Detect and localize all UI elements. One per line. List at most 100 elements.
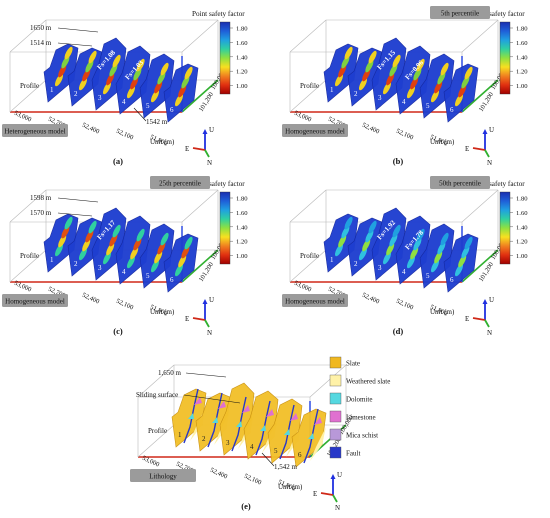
triad-e-axis	[192, 147, 206, 151]
panel-b: 53,000 52,700 52,400 52,100 51,800101,200100…	[282, 6, 528, 167]
triad-u-label: U	[209, 126, 214, 134]
failure-band	[82, 68, 91, 82]
box-edge	[461, 189, 499, 223]
legend-label: Weathered slate	[346, 378, 390, 386]
elevation-leader	[57, 42, 93, 47]
elevation-top: 1,650 m	[158, 369, 182, 377]
failure-band	[430, 89, 440, 103]
dolomite-patch	[284, 429, 290, 435]
legend-label: Slate	[346, 360, 360, 368]
failure-band	[154, 80, 163, 94]
failure-band	[434, 80, 443, 94]
elevation-top: 1598 m	[30, 194, 52, 202]
failure-band	[341, 55, 350, 69]
failure-band	[368, 220, 377, 234]
model-label-bg	[282, 124, 348, 137]
profile-number: 6	[170, 106, 174, 114]
y-axis-line	[181, 249, 219, 283]
colorbar-tick-label: 1.80	[236, 26, 248, 33]
failure-band	[413, 67, 422, 81]
limestone-patch	[218, 401, 226, 409]
percentile-label: 5th percentile	[441, 9, 479, 17]
colorbar-title: Point safety factor	[192, 10, 245, 18]
triad-u-arrow	[330, 474, 336, 479]
colorbar-tick-label: 1.20	[236, 239, 248, 246]
failure-band	[126, 255, 136, 269]
dolomite-patch	[212, 417, 218, 423]
model-label-bg	[2, 294, 68, 307]
profile-number: 2	[74, 90, 78, 98]
triad-e-label: E	[313, 490, 317, 498]
failure-band	[102, 251, 112, 265]
sliding-surface-label: Sliding surface	[136, 391, 178, 399]
dolomite-patch	[236, 421, 242, 427]
triad-n-label: N	[207, 159, 212, 167]
legend-swatch	[329, 446, 342, 459]
triad-e-label: E	[465, 315, 469, 323]
elevation-top: 1650 m	[30, 24, 52, 32]
failure-band	[358, 77, 368, 91]
elevation-leader	[57, 197, 99, 203]
failure-band	[440, 62, 449, 76]
profile-number: 3	[378, 94, 382, 102]
model-label-bg	[2, 124, 68, 137]
failure-band	[454, 263, 464, 277]
failure-band	[389, 233, 398, 247]
triad-n-label: N	[207, 329, 212, 337]
failure-band	[461, 245, 470, 259]
failure-band	[458, 84, 467, 98]
triad-n-axis	[204, 319, 210, 328]
dolomite-patch	[308, 433, 314, 439]
failure-band	[338, 234, 347, 248]
failure-band	[78, 77, 88, 91]
legend-label: Limestone	[346, 414, 376, 422]
failure-band	[154, 250, 163, 264]
colorbar-tick-label: 1.60	[236, 210, 248, 217]
box-edge	[9, 19, 47, 53]
unit-label: Unit (m)	[278, 483, 303, 491]
triad-n-axis	[484, 149, 490, 158]
failure-band	[410, 246, 419, 260]
failure-band	[344, 46, 353, 60]
box-edge	[9, 249, 47, 283]
failure-band	[88, 220, 97, 234]
profile-label: Profile	[300, 252, 319, 260]
colorbar-tick-label: 1.00	[236, 253, 248, 260]
limestone-patch	[266, 409, 274, 417]
failure-band	[181, 75, 190, 89]
colorbar	[499, 21, 511, 95]
failure-band	[358, 247, 368, 261]
triad-u-label: U	[337, 471, 342, 479]
failure-band	[130, 246, 139, 260]
elevation-leader	[185, 372, 227, 378]
profile-number: 3	[98, 94, 102, 102]
model-label: Heterogeneous model	[4, 127, 65, 135]
failure-band	[109, 233, 118, 247]
colorbar-tick-label: 1.80	[236, 196, 248, 203]
failure-band	[392, 224, 401, 238]
colorbar	[499, 191, 511, 265]
colorbar	[219, 191, 231, 265]
failure-band	[130, 76, 139, 90]
failure-band	[160, 62, 169, 76]
colorbar-tick-label: 1.80	[516, 196, 528, 203]
triad-e-label: E	[185, 315, 189, 323]
colorbar-title: Point safety factor	[192, 180, 245, 188]
sliding-leader	[183, 394, 241, 404]
legend-label: Dolomite	[346, 396, 372, 404]
failure-band	[386, 72, 395, 86]
x-tick-label: 52,400	[81, 122, 101, 136]
failure-band	[64, 46, 73, 60]
triad-u-arrow	[482, 299, 488, 304]
profile-number: 5	[274, 447, 278, 455]
profile-number: 5	[426, 272, 430, 280]
box-edge	[9, 189, 47, 223]
profile-number: 1	[330, 256, 334, 264]
failure-band	[341, 225, 350, 239]
box-edge	[181, 189, 219, 223]
failure-band	[178, 84, 187, 98]
box-edge	[309, 364, 347, 398]
failure-band	[461, 75, 470, 89]
profile-number: 5	[146, 272, 150, 280]
failure-band	[365, 229, 374, 243]
